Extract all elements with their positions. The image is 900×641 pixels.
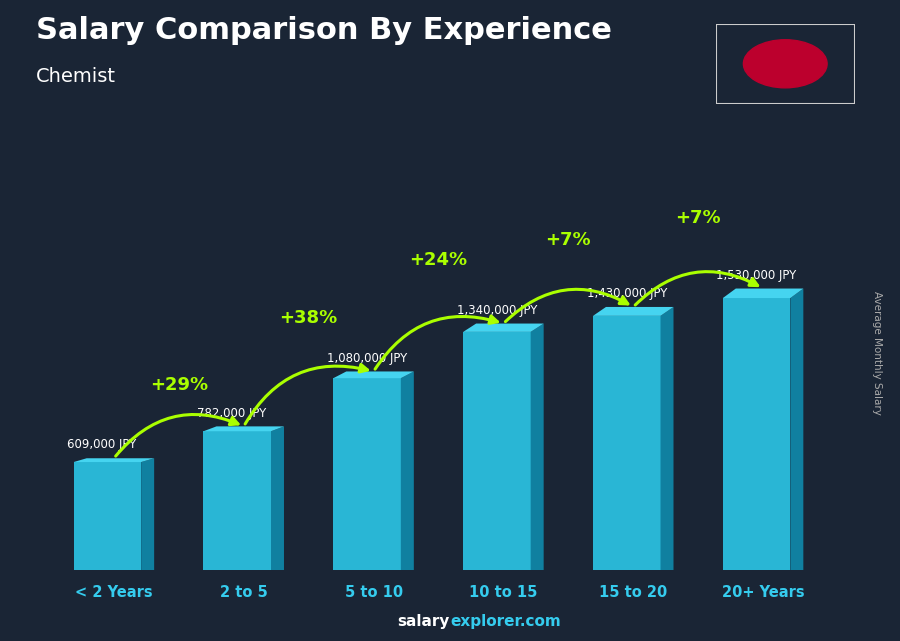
Text: 1,530,000 JPY: 1,530,000 JPY: [716, 269, 796, 282]
Polygon shape: [400, 371, 414, 570]
Text: +24%: +24%: [410, 251, 468, 269]
Text: explorer.com: explorer.com: [450, 615, 561, 629]
Text: Chemist: Chemist: [36, 67, 116, 87]
Polygon shape: [333, 378, 400, 570]
Text: 1,340,000 JPY: 1,340,000 JPY: [456, 304, 537, 317]
Polygon shape: [593, 307, 673, 316]
Text: Average Monthly Salary: Average Monthly Salary: [872, 290, 883, 415]
Polygon shape: [531, 324, 544, 570]
Circle shape: [743, 40, 827, 88]
Polygon shape: [723, 298, 790, 570]
Text: +7%: +7%: [675, 209, 721, 227]
Text: 15 to 20: 15 to 20: [599, 585, 668, 601]
Polygon shape: [141, 458, 154, 570]
Text: +7%: +7%: [545, 231, 591, 249]
Text: salary: salary: [398, 615, 450, 629]
Text: 5 to 10: 5 to 10: [345, 585, 402, 601]
Polygon shape: [203, 431, 271, 570]
Text: +38%: +38%: [280, 309, 338, 328]
Text: 2 to 5: 2 to 5: [220, 585, 267, 601]
Polygon shape: [203, 426, 284, 431]
Polygon shape: [74, 462, 141, 570]
Text: 1,430,000 JPY: 1,430,000 JPY: [587, 287, 667, 300]
Text: 782,000 JPY: 782,000 JPY: [197, 406, 266, 420]
Polygon shape: [790, 288, 804, 570]
Text: Salary Comparison By Experience: Salary Comparison By Experience: [36, 16, 612, 45]
Polygon shape: [593, 316, 661, 570]
Polygon shape: [74, 458, 154, 462]
Text: +29%: +29%: [149, 376, 208, 394]
Text: 609,000 JPY: 609,000 JPY: [68, 438, 137, 451]
Text: 10 to 15: 10 to 15: [469, 585, 537, 601]
Text: 20+ Years: 20+ Years: [722, 585, 805, 601]
Polygon shape: [271, 426, 284, 570]
Polygon shape: [464, 324, 544, 332]
Text: < 2 Years: < 2 Years: [75, 585, 153, 601]
Text: 1,080,000 JPY: 1,080,000 JPY: [327, 352, 407, 365]
Polygon shape: [723, 288, 804, 298]
Polygon shape: [333, 371, 414, 378]
Polygon shape: [464, 332, 531, 570]
Polygon shape: [661, 307, 673, 570]
